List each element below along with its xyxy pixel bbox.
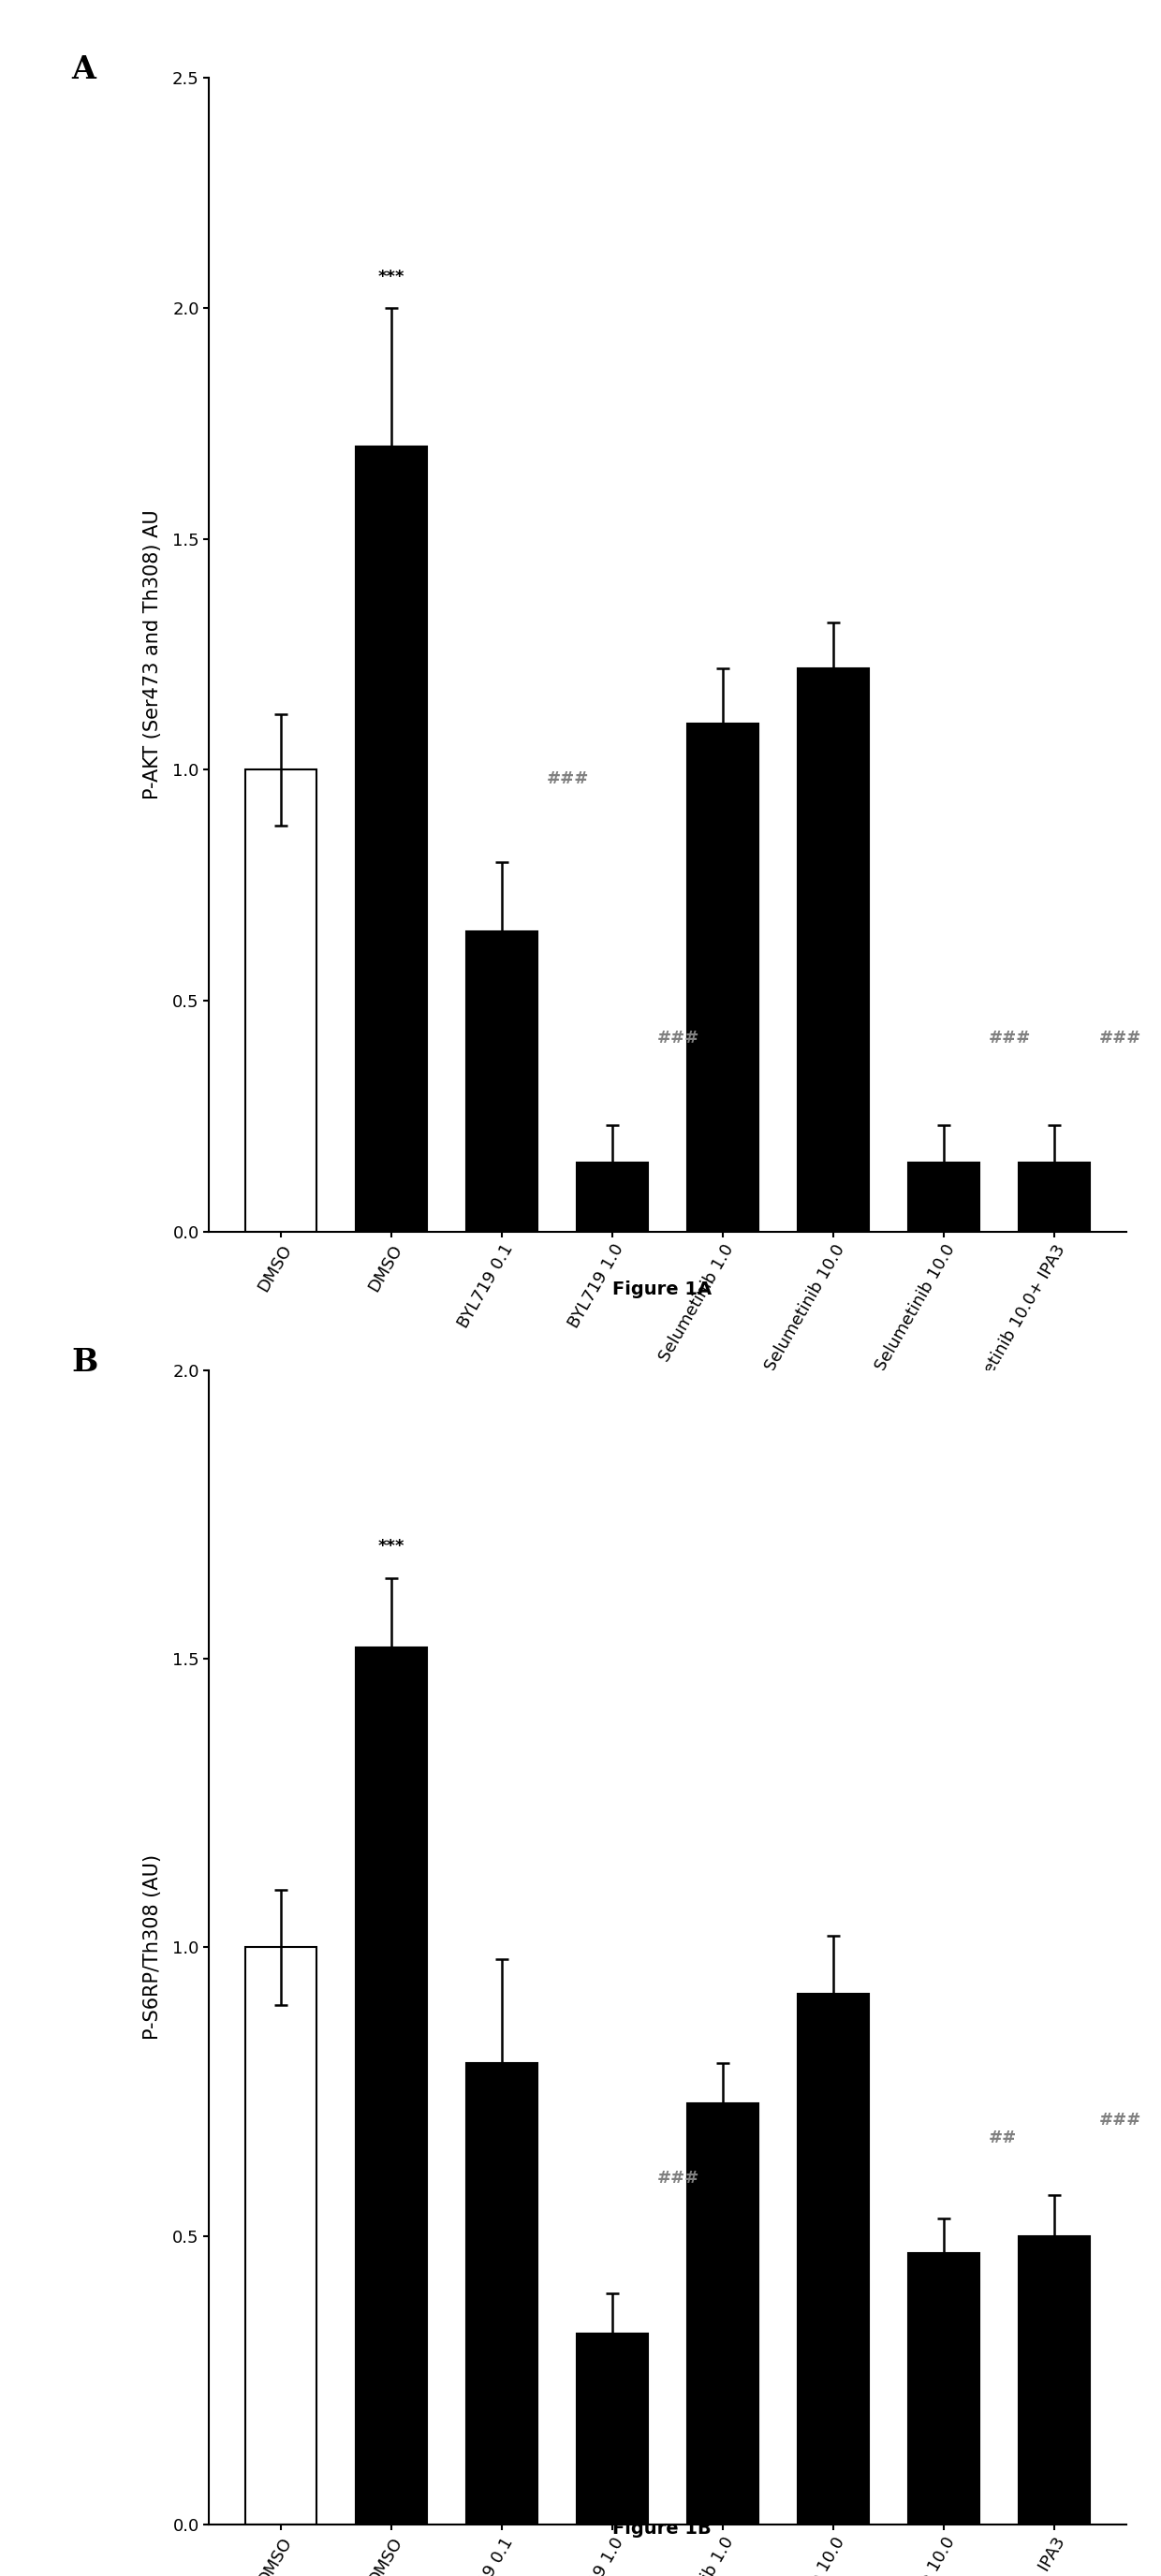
Text: ###: ### [988, 1030, 1031, 1046]
Text: ###: ### [657, 2169, 700, 2187]
Bar [576, 2334, 648, 2524]
Bar [687, 2102, 759, 2524]
Text: ###: ### [1099, 2112, 1141, 2128]
Text: ###: ### [657, 1030, 700, 1046]
Text: A: A [72, 54, 95, 85]
Bar [355, 1646, 427, 2524]
Y-axis label: P-S6RP/Th308 (AU): P-S6RP/Th308 (AU) [143, 1855, 163, 2040]
Text: ###: ### [547, 770, 589, 788]
Bar [245, 770, 317, 1231]
Bar [466, 2063, 538, 2524]
Bar [908, 1162, 980, 1231]
Bar [1018, 2236, 1090, 2524]
Bar [355, 446, 427, 1231]
Text: B: B [72, 1347, 98, 1378]
Y-axis label: P-AKT (Ser473 and Th308) AU: P-AKT (Ser473 and Th308) AU [143, 510, 161, 799]
Bar [798, 1994, 870, 2524]
Bar [798, 667, 870, 1231]
Bar [908, 2254, 980, 2524]
Text: Figure 1A: Figure 1A [612, 1280, 712, 1298]
Text: ##: ## [988, 2130, 1017, 2146]
Text: Figure 1B: Figure 1B [612, 2519, 712, 2537]
Text: ***: *** [378, 268, 405, 286]
Bar [1018, 1162, 1090, 1231]
Text: ###: ### [1099, 1030, 1141, 1046]
Bar [576, 1162, 648, 1231]
Bar [466, 933, 538, 1231]
Bar [687, 724, 759, 1231]
Text: ***: *** [378, 1538, 405, 1556]
Bar [245, 1947, 317, 2524]
